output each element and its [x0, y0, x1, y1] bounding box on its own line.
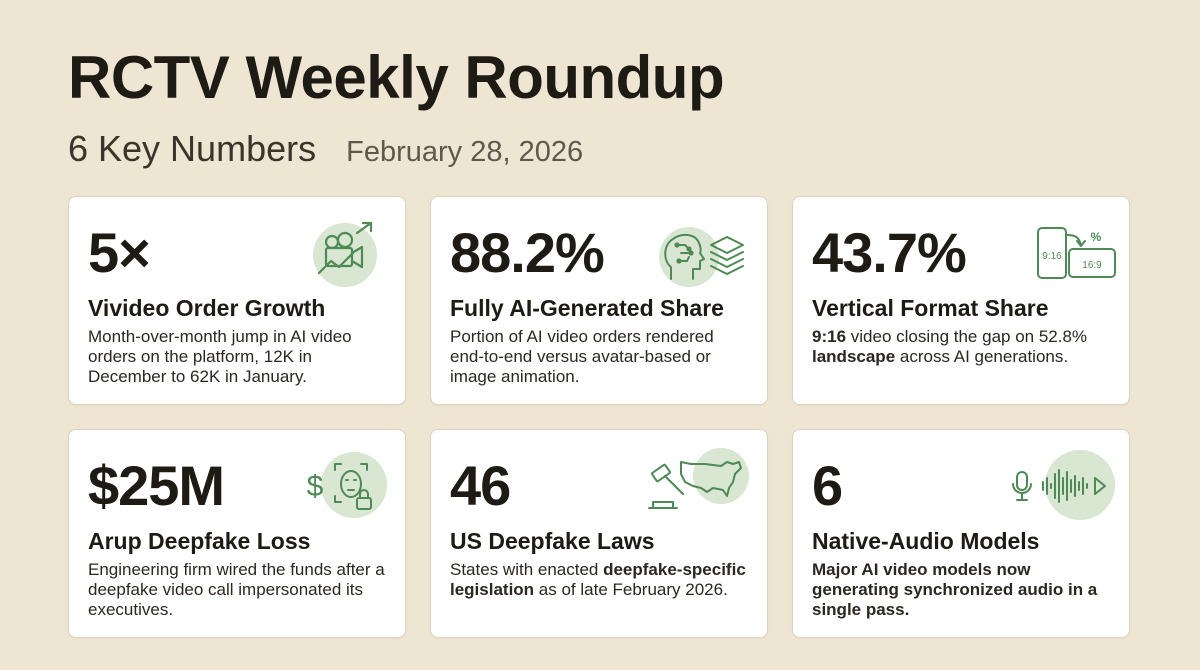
stat-description: Month-over-month jump in AI video orders…: [88, 327, 352, 386]
microphone-waveform-play-icon: [1007, 448, 1115, 528]
stat-label: Vivideo Order Growth: [88, 295, 326, 321]
stat-value: $25M: [88, 454, 225, 517]
desc-text: States with enacted: [450, 560, 604, 579]
dollar-sign-text: $: [307, 470, 324, 503]
desc-text: as of late February 2026.: [534, 580, 728, 599]
page-subtitle: 6 Key Numbers: [68, 128, 317, 169]
desc-text: across AI generations.: [895, 347, 1069, 366]
video-camera-growth-icon: [305, 215, 385, 295]
stat-description: Major AI video models now generating syn…: [812, 560, 1098, 619]
stat-value: 5×: [88, 221, 151, 284]
stat-card-order-growth: 5× Vivideo Order Growth Month-over-month…: [68, 196, 406, 405]
ai-head-layers-icon: [659, 219, 744, 299]
desc-emphasis: landscape: [812, 347, 896, 366]
stat-card-us-deepfake-laws: 46 US Deepfake Laws States with enacted …: [430, 429, 768, 638]
stat-label: Arup Deepfake Loss: [88, 528, 311, 554]
stat-card-deepfake-loss: $25M $ Arup Deepfake Loss Engineering fi…: [68, 429, 406, 638]
stat-description: Engineering firm wired the funds after a…: [88, 560, 385, 619]
stat-value: 46: [450, 454, 511, 517]
stat-value: 88.2%: [450, 221, 605, 284]
stat-card-native-audio-models: 6 Native-Audio Models Major AI video mod…: [792, 429, 1130, 638]
stat-label: US Deepfake Laws: [450, 528, 655, 554]
report-date: February 28, 2026: [346, 136, 584, 168]
stat-description: States with enacted deepfake-specific le…: [450, 560, 750, 600]
percent-sign-text: %: [1091, 230, 1102, 244]
stat-value: 6: [812, 454, 843, 517]
gavel-us-map-icon: [643, 442, 749, 522]
stat-label: Vertical Format Share: [812, 295, 1049, 321]
stat-label: Fully AI-Generated Share: [450, 295, 724, 321]
subtitle-row: 6 Key Numbers February 28, 2026: [68, 128, 583, 172]
desc-text: video closing the gap on 52.8%: [846, 327, 1088, 346]
stat-description: 9:16 video closing the gap on 52.8% land…: [812, 327, 1112, 367]
deepfake-face-lock-icon: $: [301, 446, 387, 526]
stat-description: Portion of AI video orders rendered end-…: [450, 327, 714, 386]
portrait-ratio-text: 9:16: [1042, 251, 1062, 262]
stat-value: 43.7%: [812, 221, 967, 284]
stat-label: Native-Audio Models: [812, 528, 1040, 554]
stat-card-ai-generated-share: 88.2% Fully AI-Generated Share Portion o…: [430, 196, 768, 405]
aspect-ratio-icon: 9:16 16:9 %: [1037, 227, 1117, 307]
page-title: RCTV Weekly Roundup: [68, 44, 725, 111]
landscape-ratio-text: 16:9: [1082, 260, 1102, 271]
desc-emphasis: 9:16: [812, 327, 847, 346]
stat-card-vertical-format-share: 43.7% 9:16 16:9 % Vertical Format Share …: [792, 196, 1130, 405]
desc-emphasis: deepfake-specific legislation: [450, 560, 746, 599]
